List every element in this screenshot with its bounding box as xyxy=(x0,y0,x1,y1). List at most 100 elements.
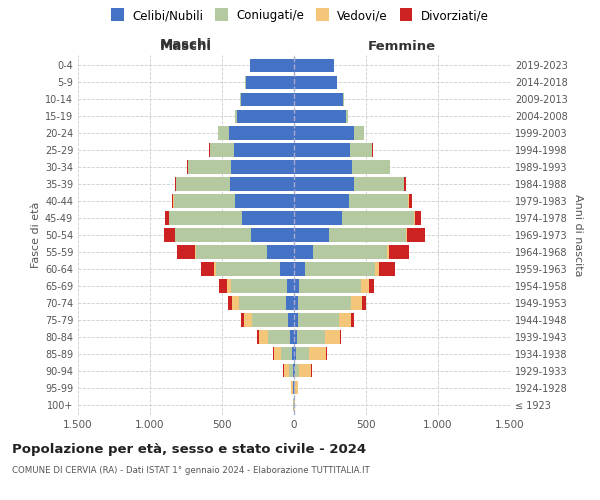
Bar xyxy=(338,314,352,326)
Bar xyxy=(235,110,237,123)
Bar xyxy=(294,262,305,276)
Bar xyxy=(349,194,409,207)
Bar xyxy=(241,92,294,106)
Bar xyxy=(229,126,294,140)
Bar xyxy=(287,280,294,292)
Bar xyxy=(293,364,294,378)
Bar xyxy=(196,246,268,258)
Y-axis label: Fasce di età: Fasce di età xyxy=(31,202,41,268)
Bar xyxy=(299,280,361,292)
Bar xyxy=(210,144,233,156)
Bar xyxy=(195,246,196,258)
Bar xyxy=(251,228,294,241)
Bar xyxy=(361,280,369,292)
Bar xyxy=(230,160,294,173)
Bar xyxy=(351,296,362,310)
Bar xyxy=(259,330,268,344)
Bar xyxy=(294,194,349,207)
Bar xyxy=(340,330,341,344)
Bar xyxy=(341,212,414,224)
Bar xyxy=(346,110,347,123)
Bar xyxy=(389,246,409,258)
Bar xyxy=(292,347,294,360)
Bar xyxy=(409,194,412,207)
Bar xyxy=(232,296,239,310)
Bar xyxy=(355,126,364,140)
Bar xyxy=(310,347,326,360)
Bar xyxy=(175,178,176,190)
Bar xyxy=(233,144,294,156)
Bar xyxy=(296,347,310,360)
Bar xyxy=(313,246,387,258)
Bar xyxy=(374,262,379,276)
Bar xyxy=(294,126,355,140)
Bar xyxy=(172,194,173,207)
Bar xyxy=(350,144,373,156)
Bar xyxy=(298,314,338,326)
Bar xyxy=(294,347,296,360)
Text: Femmine: Femmine xyxy=(368,40,436,52)
Bar xyxy=(299,364,311,378)
Bar xyxy=(294,212,341,224)
Bar xyxy=(295,381,298,394)
Bar xyxy=(294,330,297,344)
Bar xyxy=(242,212,294,224)
Bar xyxy=(406,228,407,241)
Bar xyxy=(298,296,351,310)
Bar xyxy=(294,228,329,241)
Bar xyxy=(325,330,340,344)
Bar xyxy=(294,178,355,190)
Bar xyxy=(352,160,390,173)
Bar xyxy=(352,314,354,326)
Bar xyxy=(280,262,294,276)
Bar xyxy=(227,280,232,292)
Bar xyxy=(290,330,294,344)
Bar xyxy=(175,228,251,241)
Bar xyxy=(326,347,327,360)
Bar xyxy=(297,330,325,344)
Bar xyxy=(244,314,252,326)
Bar xyxy=(369,280,374,292)
Bar xyxy=(164,228,175,241)
Bar xyxy=(239,296,286,310)
Bar xyxy=(404,178,406,190)
Bar xyxy=(268,330,290,344)
Bar xyxy=(415,212,421,224)
Text: Maschi: Maschi xyxy=(160,40,212,52)
Bar xyxy=(294,144,350,156)
Bar xyxy=(355,178,404,190)
Bar xyxy=(379,262,395,276)
Bar xyxy=(294,296,298,310)
Bar xyxy=(295,364,299,378)
Bar xyxy=(294,92,343,106)
Bar xyxy=(237,110,294,123)
Bar xyxy=(294,110,346,123)
Bar xyxy=(241,314,244,326)
Bar xyxy=(176,178,230,190)
Bar xyxy=(329,228,406,241)
Bar xyxy=(289,364,293,378)
Bar xyxy=(177,246,195,258)
Legend: Celibi/Nubili, Coniugati/e, Vedovi/e, Divorziati/e: Celibi/Nubili, Coniugati/e, Vedovi/e, Di… xyxy=(107,6,493,26)
Bar xyxy=(230,178,294,190)
Bar xyxy=(281,347,292,360)
Bar xyxy=(362,296,366,310)
Text: COMUNE DI CERVIA (RA) - Dati ISTAT 1° gennaio 2024 - Elaborazione TUTTITALIA.IT: COMUNE DI CERVIA (RA) - Dati ISTAT 1° ge… xyxy=(12,466,370,475)
Bar xyxy=(294,58,334,72)
Bar xyxy=(292,381,293,394)
Bar xyxy=(174,194,235,207)
Text: Maschi: Maschi xyxy=(160,38,212,52)
Bar xyxy=(294,364,295,378)
Bar xyxy=(246,76,294,89)
Bar xyxy=(284,364,289,378)
Bar xyxy=(294,246,313,258)
Text: Popolazione per età, sesso e stato civile - 2024: Popolazione per età, sesso e stato civil… xyxy=(12,442,366,456)
Bar xyxy=(294,314,298,326)
Bar xyxy=(229,296,232,310)
Bar xyxy=(387,246,389,258)
Bar xyxy=(215,262,280,276)
Bar xyxy=(169,212,242,224)
Bar xyxy=(250,58,294,72)
Bar xyxy=(165,212,169,224)
Bar xyxy=(220,280,227,292)
